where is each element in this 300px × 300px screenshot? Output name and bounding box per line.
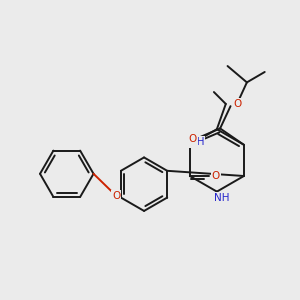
Text: O: O [212, 171, 220, 181]
Text: O: O [112, 191, 121, 201]
Text: NH: NH [189, 137, 204, 147]
Text: O: O [189, 134, 197, 144]
Text: NH: NH [214, 193, 230, 203]
Text: O: O [233, 99, 241, 109]
